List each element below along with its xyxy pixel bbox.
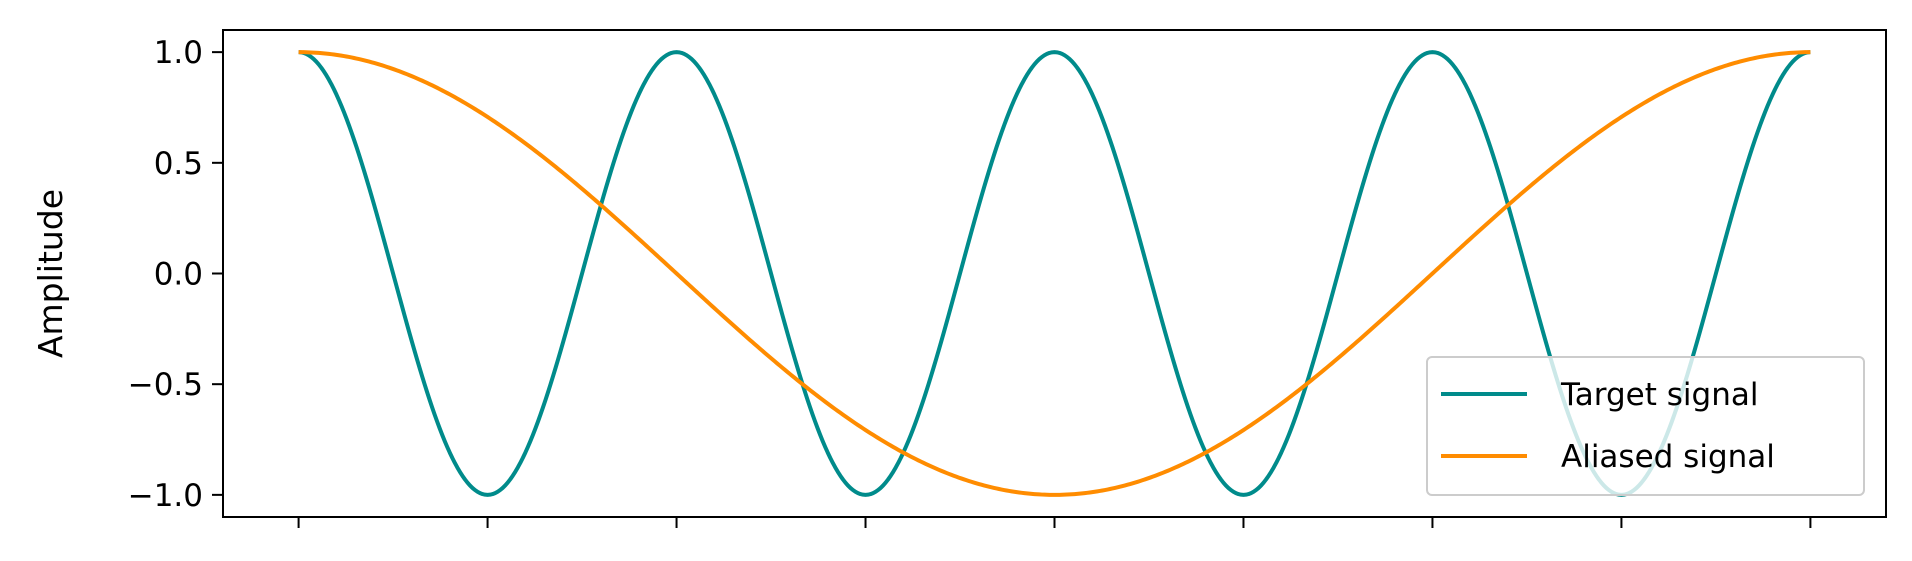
x-axis-ticks bbox=[297, 517, 1812, 528]
series-line-aliased-signal bbox=[298, 50, 1811, 497]
y-axis-ticks: 1.0 0.5 0.0 −0.5 −1.0 bbox=[128, 35, 223, 514]
legend-box bbox=[1426, 356, 1865, 496]
y-tick-label: −1.0 bbox=[128, 478, 203, 514]
y-tick-label: 0.0 bbox=[154, 257, 203, 293]
y-tick-label: −0.5 bbox=[128, 367, 203, 403]
y-tick-label: 0.5 bbox=[154, 146, 203, 182]
legend: Target signal Aliased signal bbox=[1426, 356, 1865, 496]
y-axis-label: Amplitude bbox=[31, 189, 70, 358]
legend-label: Target signal bbox=[1560, 377, 1758, 413]
legend-label: Aliased signal bbox=[1561, 439, 1775, 475]
y-tick-label: 1.0 bbox=[154, 35, 203, 71]
